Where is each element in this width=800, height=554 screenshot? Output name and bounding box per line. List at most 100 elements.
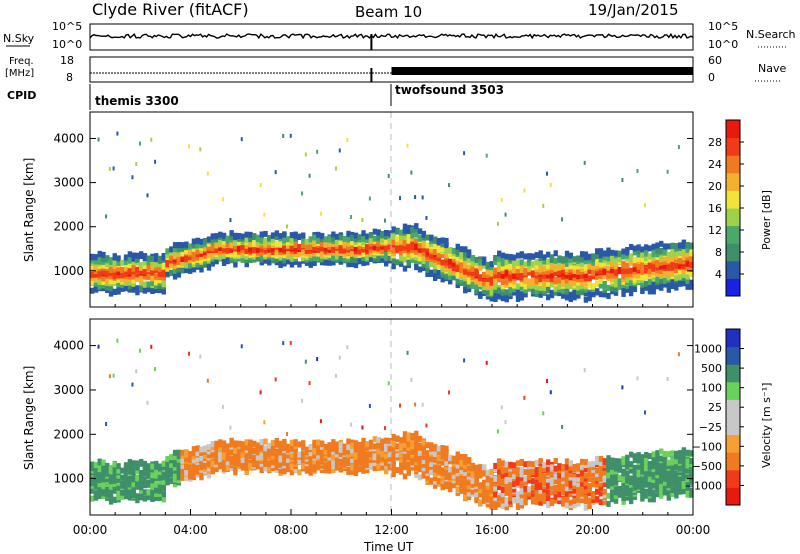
velocity-echo-cell <box>579 490 585 497</box>
power-echo-cell <box>316 253 321 260</box>
velocity-echo-cell <box>282 438 287 445</box>
power-echo-cell <box>432 253 438 260</box>
velocity-echo-cell <box>191 463 197 470</box>
velocity-echo-cell <box>267 465 272 472</box>
power-echo-cell <box>150 264 155 271</box>
power-echo-cell <box>157 277 163 284</box>
velocity-echo-cell <box>489 497 494 504</box>
power-echo-cell <box>410 256 415 263</box>
power-echo-cell <box>534 252 540 259</box>
power-echo-cell <box>203 245 208 252</box>
power-scatter-cell <box>285 224 288 229</box>
velocity-echo-cell <box>583 459 589 466</box>
power-colorbar-cell <box>726 208 740 227</box>
velocity-echo-cell <box>187 451 193 458</box>
power-echo-cell <box>478 264 483 271</box>
power-echo-cell <box>591 269 596 276</box>
velocity-echo-cell <box>327 467 332 474</box>
velocity-echo-cell <box>432 450 438 457</box>
velocity-echo-cell <box>206 452 212 459</box>
power-echo-cell <box>346 230 351 237</box>
velocity-echo-cell <box>334 441 340 448</box>
velocity-echo-cell <box>116 489 121 496</box>
power-echo-cell <box>157 274 163 281</box>
velocity-echo-cell <box>489 483 494 490</box>
power-echo-cell <box>595 263 600 270</box>
power-echo-cell <box>150 268 155 275</box>
power-echo-cell <box>312 240 317 247</box>
power-echo-cell <box>549 281 555 288</box>
power-echo-cell <box>380 230 385 237</box>
power-echo-cell <box>613 257 619 264</box>
power-echo-cell <box>463 268 468 275</box>
power-echo-cell <box>647 282 653 289</box>
power-echo-cell <box>312 234 317 241</box>
velocity-echo-cell <box>670 457 675 464</box>
velocity-echo-cell <box>240 460 246 467</box>
power-echo-cell <box>150 286 155 293</box>
velocity-echo-cell <box>481 488 487 495</box>
power-echo-cell <box>497 271 502 278</box>
power-echo-cell <box>598 261 604 268</box>
velocity-echo-cell <box>674 492 679 499</box>
velocity-echo-cell <box>357 466 362 473</box>
power-echo-cell <box>515 259 521 266</box>
power-echo-cell <box>644 255 649 262</box>
power-echo-cell <box>628 259 634 266</box>
power-echo-cell <box>576 292 581 299</box>
power-echo-cell <box>685 259 690 266</box>
velocity-echo-cell <box>376 453 381 460</box>
velocity-echo-cell <box>425 450 430 457</box>
power-echo-cell <box>319 241 325 248</box>
power-echo-cell <box>610 267 615 274</box>
power-echo-cell <box>568 252 573 259</box>
power-echo-cell <box>146 273 151 280</box>
velocity-echo-cell <box>628 494 634 501</box>
power-echo-cell <box>553 285 558 292</box>
power-echo-cell <box>142 281 148 288</box>
velocity-echo-cell <box>350 457 355 464</box>
velocity-echo-cell <box>553 493 558 500</box>
power-echo-cell <box>221 242 227 249</box>
velocity-echo-cell <box>342 443 347 450</box>
power-echo-cell <box>108 266 114 273</box>
velocity-echo-cell <box>493 491 498 498</box>
velocity-echo-cell <box>448 466 453 473</box>
velocity-echo-cell <box>444 455 449 462</box>
power-echo-cell <box>542 290 547 297</box>
power-echo-cell <box>255 241 261 248</box>
power-echo-cell <box>640 246 645 253</box>
power-echo-cell <box>334 253 340 260</box>
power-scatter-cell <box>187 144 190 149</box>
power-echo-cell <box>583 296 589 303</box>
velocity-echo-cell <box>105 485 110 492</box>
velocity-echo-cell <box>293 439 298 446</box>
velocity-echo-cell <box>662 463 668 470</box>
velocity-echo-cell <box>519 502 525 509</box>
power-echo-cell <box>131 273 136 280</box>
power-echo-cell <box>123 254 129 261</box>
velocity-scatter-cell <box>485 360 488 365</box>
power-echo-cell <box>613 250 619 257</box>
velocity-echo-cell <box>353 453 359 460</box>
power-echo-cell <box>595 248 600 255</box>
velocity-echo-cell <box>214 454 219 461</box>
power-echo-cell <box>142 262 148 269</box>
power-echo-cell <box>583 275 589 282</box>
velocity-echo-cell <box>229 437 234 444</box>
velocity-echo-cell <box>534 495 540 502</box>
power-echo-cell <box>365 233 370 240</box>
power-echo-cell <box>123 276 129 283</box>
power-echo-cell <box>417 234 423 241</box>
velocity-echo-cell <box>666 463 671 470</box>
velocity-echo-cell <box>613 465 619 472</box>
velocity-echo-cell <box>598 469 604 476</box>
power-echo-cell <box>523 283 528 290</box>
power-echo-cell <box>410 226 415 233</box>
velocity-echo-cell <box>478 472 483 479</box>
power-echo-cell <box>579 289 585 296</box>
velocity-echo-cell <box>425 477 430 484</box>
velocity-echo-cell <box>210 444 215 451</box>
velocity-scatter-cell <box>105 421 108 426</box>
velocity-echo-cell <box>617 474 622 481</box>
